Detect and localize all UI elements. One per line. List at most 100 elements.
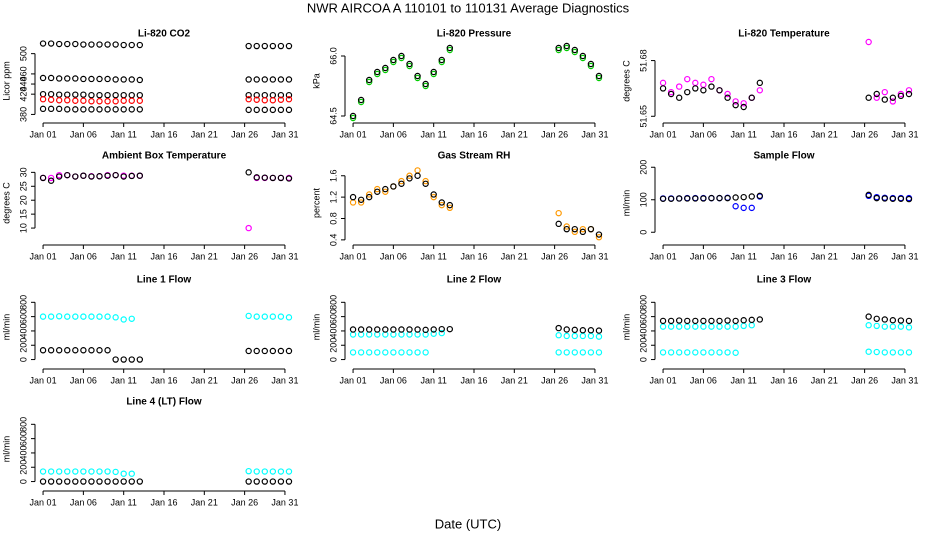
- data-point: [112, 468, 119, 476]
- data-point: [708, 194, 715, 202]
- data-point: [414, 349, 421, 356]
- y-tick-label: 10: [18, 223, 28, 233]
- data-point: [285, 76, 293, 83]
- data-point: [571, 326, 578, 334]
- data-point: [756, 87, 764, 94]
- data-point: [414, 74, 421, 82]
- data-point: [72, 468, 79, 475]
- data-point: [595, 231, 603, 238]
- data-point: [277, 42, 285, 50]
- data-point: [675, 349, 683, 356]
- data-point: [269, 97, 277, 104]
- data-point: [39, 96, 47, 103]
- data-point: [80, 478, 87, 485]
- data-point: [104, 91, 111, 99]
- data-point: [446, 201, 454, 209]
- data-point: [39, 313, 47, 320]
- x-tick-label: Jan 21: [811, 251, 838, 261]
- data-point: [285, 91, 293, 99]
- data-point: [104, 313, 111, 320]
- y-tick-label: 400: [18, 323, 28, 338]
- panel-title: Line 4 (LT) Flow: [126, 397, 202, 408]
- data-point: [55, 105, 63, 113]
- data-point: [563, 225, 570, 233]
- data-point: [47, 347, 55, 354]
- data-point: [659, 79, 667, 87]
- data-point: [406, 326, 413, 333]
- data-point: [587, 62, 595, 70]
- data-point: [555, 349, 562, 356]
- data-point: [96, 478, 103, 485]
- data-point: [430, 330, 437, 337]
- data-point: [740, 317, 747, 324]
- data-point: [398, 180, 405, 187]
- data-point: [732, 194, 739, 201]
- data-point: [39, 40, 47, 47]
- x-tick-label: Jan 06: [380, 375, 407, 385]
- data-point: [88, 106, 95, 113]
- data-point: [732, 317, 739, 325]
- data-point: [708, 323, 715, 330]
- data-point: [72, 106, 79, 113]
- x-tick-label: Jan 11: [111, 375, 137, 385]
- x-tick-label: Jan 11: [421, 129, 447, 139]
- data-point: [269, 313, 277, 320]
- data-point: [269, 42, 277, 50]
- data-point: [277, 96, 285, 103]
- data-point: [112, 91, 119, 99]
- data-point: [571, 332, 578, 340]
- panel-title: Line 3 Flow: [757, 275, 812, 286]
- x-tick-label: Jan 16: [770, 375, 797, 385]
- data-point: [406, 62, 413, 70]
- data-point: [675, 94, 683, 101]
- data-point: [667, 349, 675, 356]
- data-point: [708, 317, 715, 325]
- data-point: [128, 315, 135, 322]
- data-point: [732, 323, 739, 330]
- data-point: [724, 323, 731, 330]
- data-point: [398, 177, 405, 185]
- data-point: [72, 173, 79, 180]
- data-point: [740, 193, 747, 201]
- x-tick-label: Jan 31: [891, 375, 918, 385]
- data-point: [55, 468, 63, 475]
- data-point: [659, 323, 667, 330]
- data-point: [269, 106, 277, 114]
- data-point: [104, 41, 111, 48]
- data-point: [39, 74, 47, 82]
- data-point: [64, 106, 71, 113]
- data-point: [120, 478, 127, 485]
- data-point: [245, 467, 252, 475]
- data-point: [571, 225, 578, 233]
- data-point: [414, 172, 421, 179]
- data-point: [414, 167, 421, 174]
- data-point: [595, 327, 603, 334]
- data-point: [406, 175, 413, 182]
- data-point: [349, 199, 357, 206]
- data-point: [571, 228, 578, 236]
- y-tick-label: 400: [638, 323, 648, 338]
- data-point: [700, 317, 707, 325]
- data-point: [285, 42, 293, 50]
- data-point: [104, 106, 111, 113]
- data-point: [47, 40, 55, 47]
- x-tick-label: Jan 31: [581, 375, 608, 385]
- data-point: [80, 41, 87, 48]
- x-tick-label: Jan 16: [460, 129, 487, 139]
- y-axis-label: Licor ppm: [1, 61, 11, 101]
- data-point: [873, 315, 880, 322]
- y-tick-label: 0: [18, 357, 28, 362]
- data-point: [96, 75, 103, 83]
- data-point: [136, 478, 144, 485]
- data-point: [446, 46, 454, 54]
- x-tick-label: Jan 01: [340, 129, 367, 139]
- data-point: [748, 322, 755, 329]
- data-point: [724, 90, 731, 98]
- data-point: [430, 191, 437, 198]
- data-point: [438, 56, 445, 64]
- x-tick-label: Jan 21: [191, 375, 218, 385]
- data-point: [422, 80, 429, 88]
- data-point: [112, 41, 119, 48]
- data-point: [889, 98, 897, 105]
